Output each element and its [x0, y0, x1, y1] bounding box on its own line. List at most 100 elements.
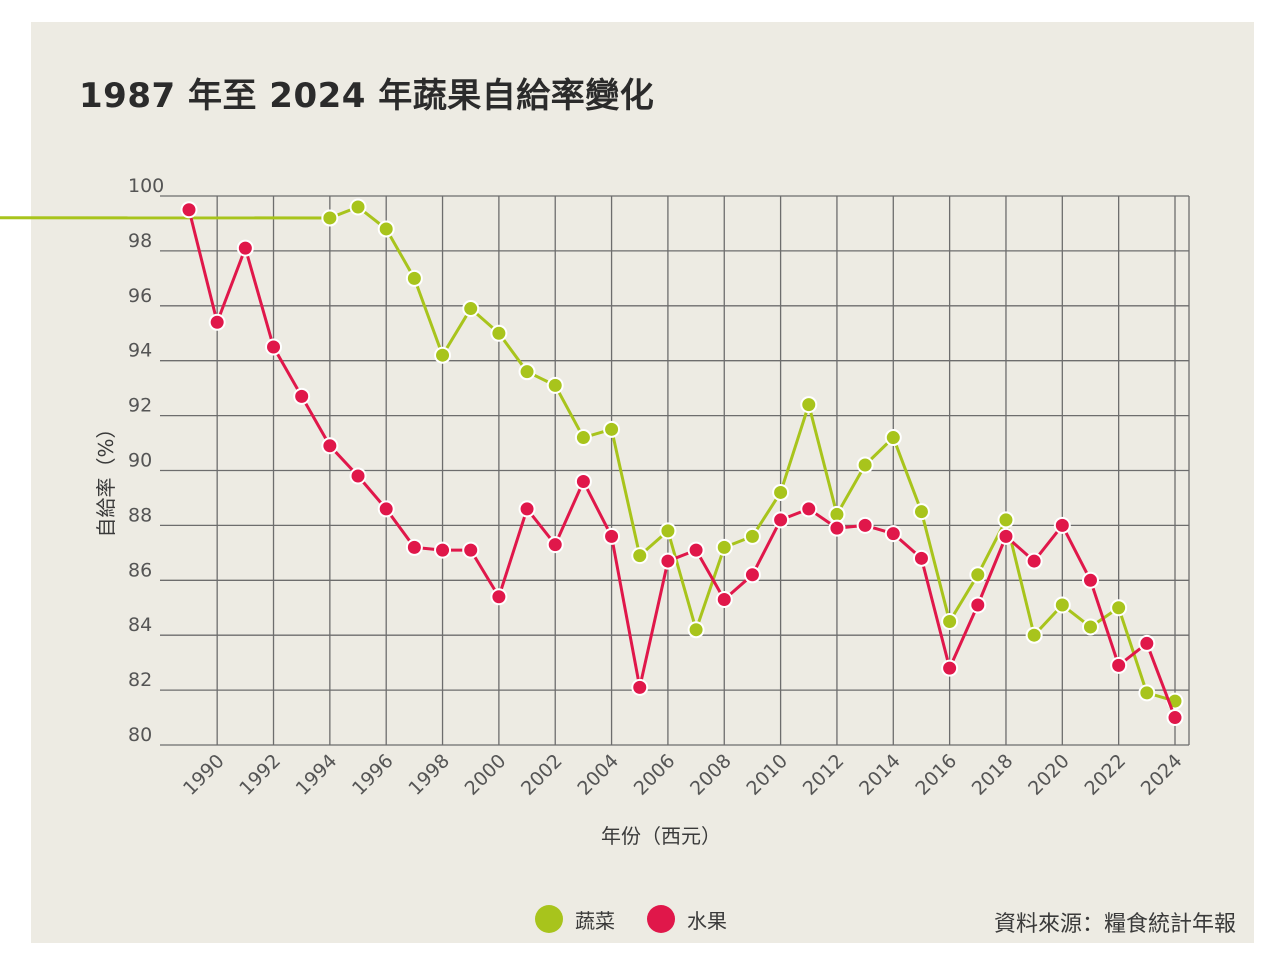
point-fruit-2012 — [828, 519, 846, 537]
x-tick-label: 2008 — [686, 750, 736, 800]
point-vegetables-2015 — [912, 503, 930, 521]
point-fruit-2011 — [800, 500, 818, 518]
x-tick-label: 2004 — [573, 750, 623, 800]
grid-lines — [160, 195, 1190, 746]
chart-panel — [31, 22, 1254, 943]
y-tick-label: 98 — [128, 230, 152, 252]
point-vegetables-2005 — [631, 547, 649, 565]
point-vegetables-2000 — [490, 324, 508, 342]
point-vegetables-1994 — [321, 209, 339, 227]
point-fruit-2014 — [884, 525, 902, 543]
point-vegetables-2021 — [1081, 618, 1099, 636]
series-line-vegetables — [329, 205, 1176, 703]
x-tick-label: 2006 — [630, 750, 680, 800]
x-tick-label: 1990 — [179, 750, 229, 800]
legend-label-vegetables: 蔬菜 — [575, 908, 615, 933]
point-fruit-2010 — [772, 511, 790, 529]
point-fruit-2019 — [1025, 552, 1043, 570]
point-vegetables-2014 — [884, 429, 902, 447]
point-fruit-1997 — [405, 538, 423, 556]
point-fruit-2015 — [912, 549, 930, 567]
point-vegetables-2010 — [772, 483, 790, 501]
x-tick-label: 1996 — [348, 750, 398, 800]
point-fruit-2016 — [941, 659, 959, 677]
point-fruit-2020 — [1053, 516, 1071, 534]
source-note: 資料來源：糧食統計年報 — [993, 912, 1236, 937]
x-tick-label: 2012 — [799, 750, 849, 800]
x-tick-label: 2002 — [517, 750, 567, 800]
point-vegetables-1997 — [405, 269, 423, 287]
point-vegetables-2020 — [1053, 596, 1071, 614]
point-vegetables-2019 — [1025, 626, 1043, 644]
y-tick-label: 100 — [128, 175, 164, 197]
point-fruit-2007 — [687, 541, 705, 559]
point-fruit-2004 — [603, 527, 621, 545]
legend-item-vegetables: 蔬菜 — [535, 905, 615, 934]
point-vegetables-1999 — [462, 300, 480, 318]
point-fruit-1990 — [208, 313, 226, 331]
point-fruit-2013 — [856, 516, 874, 534]
x-tick-label: 2024 — [1137, 750, 1187, 800]
point-fruit-1995 — [349, 467, 367, 485]
point-fruit-2022 — [1110, 656, 1128, 674]
x-tick-label: 2014 — [855, 750, 905, 800]
series-vegetables-lead-in — [0, 216, 330, 220]
legend-marker-fruit — [647, 905, 675, 933]
point-fruit-2001 — [518, 500, 536, 518]
x-tick-label: 1992 — [235, 750, 285, 800]
y-tick-label: 84 — [128, 614, 152, 636]
point-vegetables-2007 — [687, 621, 705, 639]
x-tick-labels: 1990 1992 1994 1996 1998 2000 2002 2004 2006 2008… — [179, 750, 1187, 800]
point-fruit-2024 — [1166, 709, 1184, 727]
series-group — [0, 198, 1184, 727]
x-tick-label: 2020 — [1024, 750, 1074, 800]
point-vegetables-1998 — [434, 346, 452, 364]
y-tick-label: 96 — [128, 285, 152, 307]
y-tick-label: 94 — [128, 340, 152, 362]
point-vegetables-1996 — [377, 220, 395, 238]
point-vegetables-2008 — [715, 538, 733, 556]
series-line-fruit — [187, 209, 1177, 719]
point-vegetables-2009 — [743, 527, 761, 545]
point-fruit-1998 — [434, 541, 452, 559]
y-tick-label: 88 — [128, 504, 152, 526]
y-tick-label: 92 — [128, 395, 152, 417]
chart-title: 1987 年至 2024 年蔬果自給率變化 — [79, 76, 655, 116]
point-fruit-1991 — [236, 239, 254, 257]
point-vegetables-1995 — [349, 198, 367, 216]
legend-item-fruit: 水果 — [647, 905, 727, 934]
point-vegetables-2017 — [969, 566, 987, 584]
point-fruit-1993 — [293, 387, 311, 405]
point-vegetables-2002 — [546, 376, 564, 394]
point-vegetables-2011 — [800, 396, 818, 414]
point-fruit-2000 — [490, 588, 508, 606]
y-tick-label: 80 — [128, 724, 152, 746]
point-vegetables-2001 — [518, 363, 536, 381]
point-fruit-1996 — [377, 500, 395, 518]
x-tick-label: 2016 — [911, 750, 961, 800]
y-tick-labels: 80 82 84 86 88 90 92 94 96 98 100 — [128, 175, 164, 746]
point-fruit-2008 — [715, 591, 733, 609]
point-vegetables-2022 — [1110, 599, 1128, 617]
x-tick-label: 1998 — [404, 750, 454, 800]
point-fruit-1989 — [180, 201, 198, 219]
y-axis-label: 自給率（%） — [94, 418, 118, 537]
point-fruit-2017 — [969, 596, 987, 614]
legend: 蔬菜 水果 — [535, 903, 727, 935]
y-tick-label: 82 — [128, 669, 152, 691]
x-tick-label: 1994 — [292, 750, 342, 800]
point-fruit-2018 — [997, 527, 1015, 545]
point-fruit-2002 — [546, 536, 564, 554]
point-fruit-2021 — [1081, 571, 1099, 589]
point-vegetables-2016 — [941, 612, 959, 630]
legend-marker-vegetables — [535, 905, 563, 933]
point-vegetables-2018 — [997, 511, 1015, 529]
point-vegetables-2006 — [659, 522, 677, 540]
x-axis-label: 年份（西元） — [601, 824, 721, 848]
y-tick-label: 86 — [128, 559, 152, 581]
x-tick-label: 2000 — [461, 750, 511, 800]
point-fruit-2009 — [743, 566, 761, 584]
point-fruit-2005 — [631, 678, 649, 696]
point-fruit-2023 — [1138, 634, 1156, 652]
